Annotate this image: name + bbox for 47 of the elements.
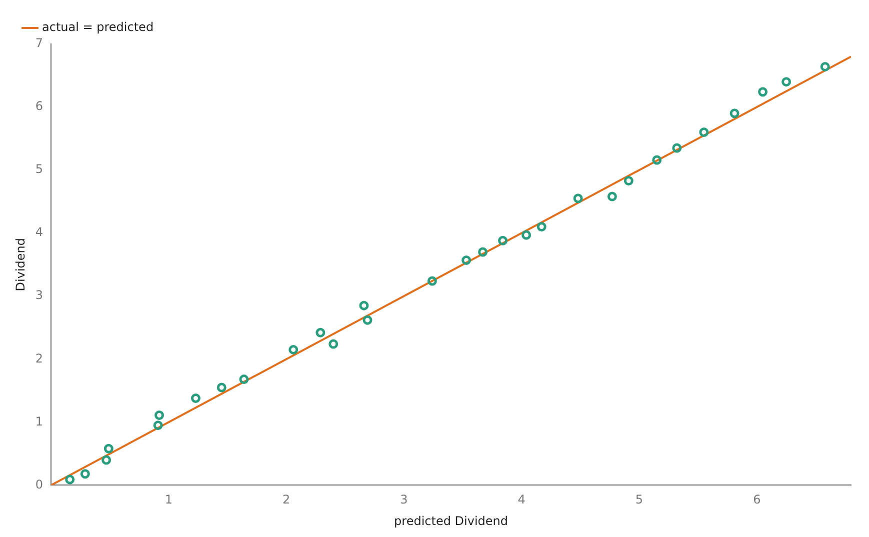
point: [154, 410, 164, 420]
point: [573, 194, 583, 204]
point: [328, 339, 338, 349]
point: [65, 474, 75, 484]
y-tick-label: 2: [35, 351, 44, 366]
point: [190, 393, 200, 403]
point: [672, 143, 682, 153]
point: [362, 315, 372, 325]
y-tick-label: 3: [35, 288, 44, 302]
point: [359, 300, 369, 310]
point: [624, 176, 634, 186]
x-tick-label: 3: [400, 492, 408, 507]
y-tick-label: 7: [35, 36, 44, 50]
y-tick-label: 0: [35, 477, 44, 492]
point: [239, 374, 249, 384]
point: [607, 192, 617, 202]
y-axis-title: Dividend: [13, 238, 28, 292]
point: [730, 108, 740, 118]
x-tick-label: 1: [164, 492, 172, 507]
legend-label: actual = predicted: [42, 20, 154, 34]
point: [699, 127, 709, 137]
x-tick-label: 4: [518, 492, 526, 507]
point: [522, 230, 532, 240]
point: [427, 276, 437, 286]
point: [758, 87, 768, 97]
x-tick-label: 6: [753, 492, 761, 507]
x-axis-title: predicted Dividend: [394, 514, 508, 528]
y-tick-label: 4: [35, 225, 44, 240]
point: [652, 155, 662, 165]
point: [288, 344, 298, 354]
point: [316, 328, 326, 338]
y-tick-label: 6: [35, 99, 44, 114]
point: [536, 222, 546, 232]
point: [80, 469, 90, 479]
x-tick-label: 5: [635, 492, 644, 507]
point: [820, 62, 830, 72]
x-tick-label: 2: [282, 492, 290, 507]
point: [102, 455, 112, 465]
point: [782, 77, 792, 87]
point: [104, 444, 114, 454]
y-tick-label: 5: [35, 162, 44, 176]
point: [153, 420, 163, 430]
point: [478, 247, 488, 257]
point: [462, 255, 472, 265]
y-tick-label: 1: [35, 414, 44, 428]
point: [498, 236, 508, 246]
point: [216, 382, 226, 392]
